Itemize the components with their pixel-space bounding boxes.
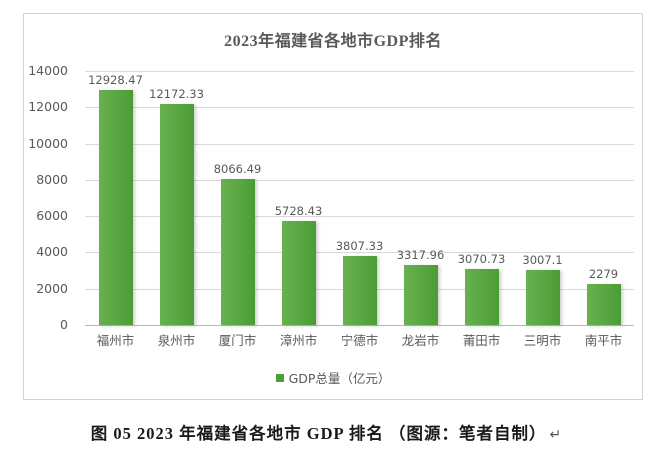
paragraph-return-mark: ↵ xyxy=(549,427,562,443)
x-axis-line xyxy=(85,325,634,326)
x-axis-category-label: 南平市 xyxy=(584,333,623,348)
y-axis-tick-label: 6000 xyxy=(36,208,68,224)
chart-title: 2023年福建省各地市GDP排名 xyxy=(224,33,442,50)
gridline xyxy=(85,179,634,181)
x-axis-category-label: 厦门市 xyxy=(218,333,257,348)
x-axis-category-label: 福州市 xyxy=(96,333,135,348)
y-axis-tick-label: 4000 xyxy=(36,244,68,260)
bar-value-label: 3317.96 xyxy=(396,247,445,262)
x-axis-category-label: 莆田市 xyxy=(462,333,501,348)
bar xyxy=(281,221,316,325)
figure-caption-text: 图 05 2023 年福建省各地市 GDP 排名 （图源：笔者自制） xyxy=(90,424,547,443)
gridline xyxy=(85,107,634,109)
y-axis-tick-label: 12000 xyxy=(28,99,68,115)
x-axis-category-label: 龙岩市 xyxy=(401,333,440,348)
bar xyxy=(403,264,438,325)
legend-marker-square xyxy=(275,373,284,382)
bar xyxy=(525,270,560,325)
x-axis-category-label: 宁德市 xyxy=(340,333,379,348)
bar xyxy=(586,283,621,325)
x-axis-category-label: 三明市 xyxy=(523,333,562,348)
gridline xyxy=(85,252,634,254)
gdp-bar-chart: 2023年福建省各地市GDP排名 0 2000 4000 6000 8000 10000 1… xyxy=(23,13,643,400)
bar xyxy=(464,269,499,325)
bar-value-label: 12172.33 xyxy=(149,87,204,102)
gridline xyxy=(85,143,634,145)
y-axis-tick-label: 0 xyxy=(60,317,68,332)
bar-value-label: 3807.33 xyxy=(335,238,384,253)
bar xyxy=(159,104,194,325)
bar xyxy=(98,90,133,325)
bar-value-label: 3070.73 xyxy=(457,252,506,267)
bar-value-label: 8066.49 xyxy=(213,161,262,176)
y-axis-tick-label: 10000 xyxy=(28,135,68,151)
bar-value-label: 12928.47 xyxy=(88,73,143,88)
bar xyxy=(220,178,255,325)
bar xyxy=(342,255,377,325)
plot-area: 0 2000 4000 6000 8000 10000 12000 14000 12928.47… xyxy=(24,14,642,399)
gridline xyxy=(85,71,634,72)
y-axis-tick-label: 2000 xyxy=(36,280,68,296)
bar-value-label: 5728.43 xyxy=(274,204,323,219)
legend-series-label: GDP总量（亿元） xyxy=(288,371,391,386)
gridline xyxy=(85,216,634,218)
x-axis-category-label: 泉州市 xyxy=(157,333,196,348)
y-axis-tick-label: 8000 xyxy=(36,171,68,187)
x-axis-category-label: 漳州市 xyxy=(279,333,318,348)
y-axis-tick-label: 14000 xyxy=(28,63,68,78)
figure-caption: 图 05 2023 年福建省各地市 GDP 排名 （图源：笔者自制） ↵ xyxy=(0,420,652,444)
bar-value-label: 3007.1 xyxy=(522,253,563,268)
chart-legend: GDP总量（亿元） xyxy=(24,368,642,387)
bar-value-label: 2279 xyxy=(588,266,619,281)
